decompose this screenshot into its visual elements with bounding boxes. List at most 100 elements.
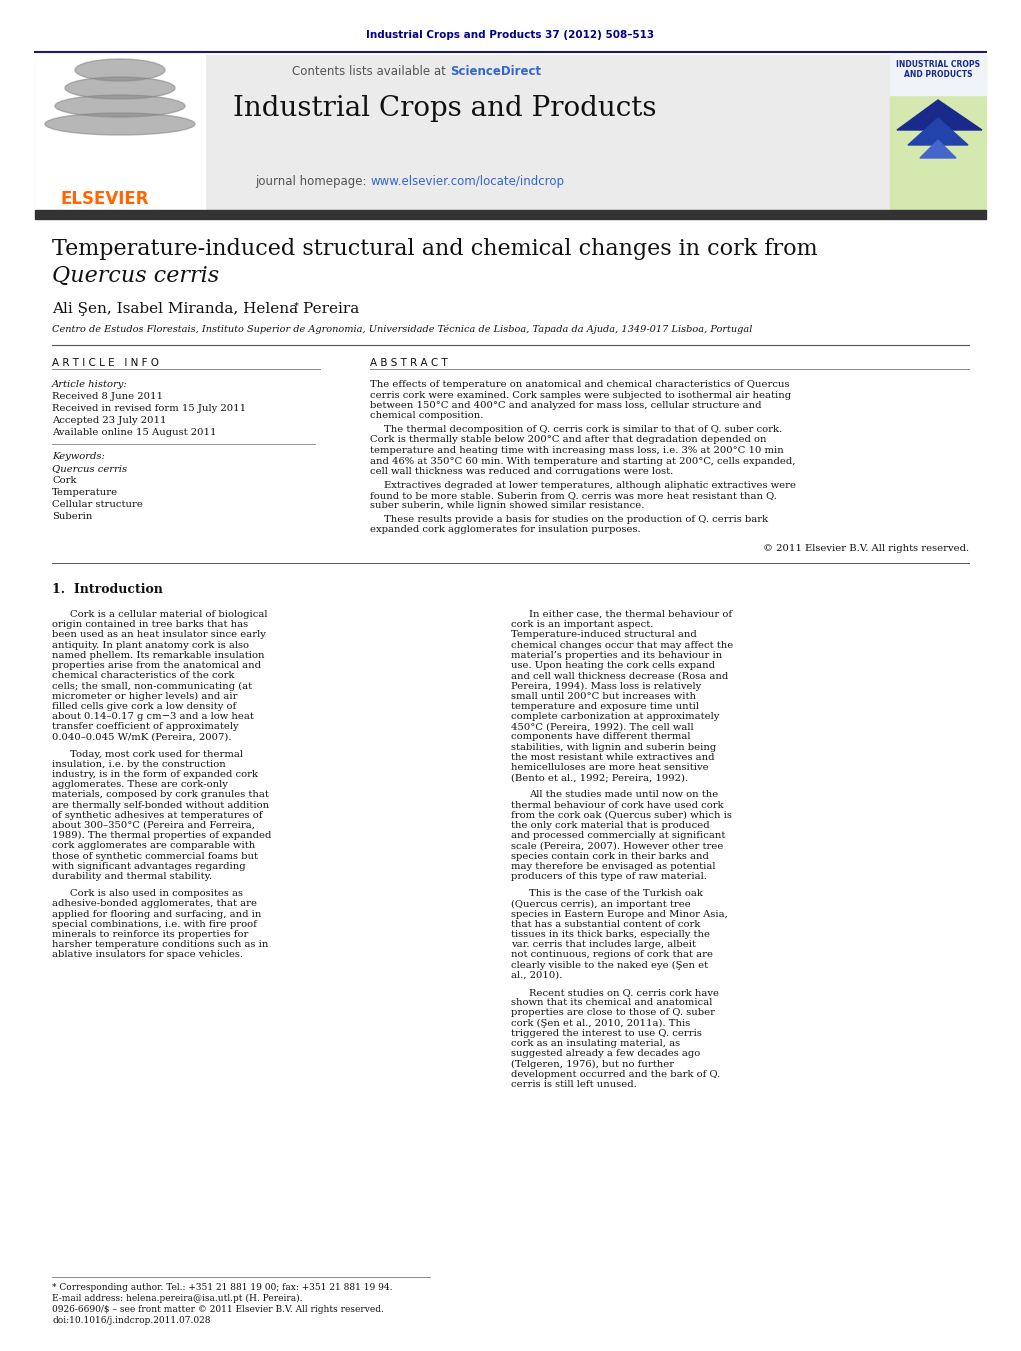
Text: Contents lists available at: Contents lists available at xyxy=(292,65,450,78)
Text: The thermal decomposition of Q. cerris cork is similar to that of Q. suber cork.: The thermal decomposition of Q. cerris c… xyxy=(384,426,782,434)
Text: Accepted 23 July 2011: Accepted 23 July 2011 xyxy=(52,416,166,426)
Text: micrometer or higher levels) and air: micrometer or higher levels) and air xyxy=(52,692,238,701)
Text: The effects of temperature on anatomical and chemical characteristics of Quercus: The effects of temperature on anatomical… xyxy=(370,380,789,389)
Text: species contain cork in their barks and: species contain cork in their barks and xyxy=(510,851,709,861)
Text: Industrial Crops and Products: Industrial Crops and Products xyxy=(233,95,657,122)
Text: These results provide a basis for studies on the production of Q. cerris bark: These results provide a basis for studie… xyxy=(384,515,768,524)
Polygon shape xyxy=(908,118,968,145)
Text: ELSEVIER: ELSEVIER xyxy=(60,190,148,208)
Text: insulation, i.e. by the construction: insulation, i.e. by the construction xyxy=(52,759,226,769)
Text: Ali Şen, Isabel Miranda, Helena Pereira: Ali Şen, Isabel Miranda, Helena Pereira xyxy=(52,303,359,316)
Text: (Bento et al., 1992; Pereira, 1992).: (Bento et al., 1992; Pereira, 1992). xyxy=(510,773,688,782)
Text: and 46% at 350°C 60 min. With temperature and starting at 200°C, cells expanded,: and 46% at 350°C 60 min. With temperatur… xyxy=(370,457,795,466)
Text: not continuous, regions of cork that are: not continuous, regions of cork that are xyxy=(510,950,713,959)
Text: may therefore be envisaged as potential: may therefore be envisaged as potential xyxy=(510,862,716,871)
Text: Keywords:: Keywords: xyxy=(52,453,105,461)
Text: and processed commercially at significant: and processed commercially at significan… xyxy=(510,831,725,840)
Text: materials, composed by cork granules that: materials, composed by cork granules tha… xyxy=(52,790,269,800)
Ellipse shape xyxy=(45,113,195,135)
Text: components have different thermal: components have different thermal xyxy=(510,732,690,742)
Text: temperature and exposure time until: temperature and exposure time until xyxy=(510,701,699,711)
Text: doi:10.1016/j.indcrop.2011.07.028: doi:10.1016/j.indcrop.2011.07.028 xyxy=(52,1316,210,1325)
Text: Centro de Estudos Florestais, Instituto Superior de Agronomia, Universidade Técn: Centro de Estudos Florestais, Instituto … xyxy=(52,326,752,335)
Text: clearly visible to the naked eye (Şen et: clearly visible to the naked eye (Şen et xyxy=(510,961,709,970)
Text: antiquity. In plant anatomy cork is also: antiquity. In plant anatomy cork is also xyxy=(52,640,249,650)
Ellipse shape xyxy=(55,95,185,118)
Bar xyxy=(890,55,986,95)
Text: Article history:: Article history: xyxy=(52,380,128,389)
Text: durability and thermal stability.: durability and thermal stability. xyxy=(52,871,212,881)
Bar xyxy=(35,55,205,209)
Text: transfer coefficient of approximately: transfer coefficient of approximately xyxy=(52,723,239,731)
Text: of synthetic adhesives at temperatures of: of synthetic adhesives at temperatures o… xyxy=(52,811,262,820)
Text: are thermally self-bonded without addition: are thermally self-bonded without additi… xyxy=(52,801,270,809)
Text: shown that its chemical and anatomical: shown that its chemical and anatomical xyxy=(510,998,713,1008)
Text: Cork is thermally stable below 200°C and after that degradation depended on: Cork is thermally stable below 200°C and… xyxy=(370,435,767,444)
Text: ablative insulators for space vehicles.: ablative insulators for space vehicles. xyxy=(52,950,243,959)
Text: journal homepage:: journal homepage: xyxy=(255,176,370,188)
Text: Suberin: Suberin xyxy=(52,512,92,521)
Text: Temperature-induced structural and: Temperature-induced structural and xyxy=(510,631,696,639)
Text: triggered the interest to use Q. cerris: triggered the interest to use Q. cerris xyxy=(510,1029,701,1038)
Text: properties are close to those of Q. suber: properties are close to those of Q. sube… xyxy=(510,1008,715,1017)
Text: E-mail address: helena.pereira@isa.utl.pt (H. Pereira).: E-mail address: helena.pereira@isa.utl.p… xyxy=(52,1294,302,1304)
Text: Extractives degraded at lower temperatures, although aliphatic extractives were: Extractives degraded at lower temperatur… xyxy=(384,481,796,489)
Text: cork is an important aspect.: cork is an important aspect. xyxy=(510,620,653,630)
Text: applied for flooring and surfacing, and in: applied for flooring and surfacing, and … xyxy=(52,909,261,919)
Text: about 300–350°C (Pereira and Ferreira,: about 300–350°C (Pereira and Ferreira, xyxy=(52,821,255,830)
Text: scale (Pereira, 2007). However other tree: scale (Pereira, 2007). However other tre… xyxy=(510,842,723,850)
Text: www.elsevier.com/locate/indcrop: www.elsevier.com/locate/indcrop xyxy=(370,176,564,188)
Text: between 150°C and 400°C and analyzed for mass loss, cellular structure and: between 150°C and 400°C and analyzed for… xyxy=(370,401,762,409)
Ellipse shape xyxy=(65,77,175,99)
Text: 0.040–0.045 W/mK (Pereira, 2007).: 0.040–0.045 W/mK (Pereira, 2007). xyxy=(52,732,232,742)
Text: tissues in its thick barks, especially the: tissues in its thick barks, especially t… xyxy=(510,929,710,939)
Text: A R T I C L E   I N F O: A R T I C L E I N F O xyxy=(52,358,159,367)
Text: properties arise from the anatomical and: properties arise from the anatomical and xyxy=(52,661,261,670)
Text: Available online 15 August 2011: Available online 15 August 2011 xyxy=(52,428,216,436)
Text: chemical changes occur that may affect the: chemical changes occur that may affect t… xyxy=(510,640,733,650)
Text: from the cork oak (Quercus suber) which is: from the cork oak (Quercus suber) which … xyxy=(510,811,732,820)
Text: cerris is still left unused.: cerris is still left unused. xyxy=(510,1079,637,1089)
Text: thermal behaviour of cork have used cork: thermal behaviour of cork have used cork xyxy=(510,801,724,809)
Text: Received in revised form 15 July 2011: Received in revised form 15 July 2011 xyxy=(52,404,246,413)
Text: origin contained in tree barks that has: origin contained in tree barks that has xyxy=(52,620,248,630)
Text: cells; the small, non-communicating (at: cells; the small, non-communicating (at xyxy=(52,681,252,690)
Text: Quercus cerris: Quercus cerris xyxy=(52,463,128,473)
Text: ScienceDirect: ScienceDirect xyxy=(450,65,541,78)
Text: harsher temperature conditions such as in: harsher temperature conditions such as i… xyxy=(52,940,269,950)
Text: temperature and heating time with increasing mass loss, i.e. 3% at 200°C 10 min: temperature and heating time with increa… xyxy=(370,446,784,455)
Text: Pereira, 1994). Mass loss is relatively: Pereira, 1994). Mass loss is relatively xyxy=(510,681,701,690)
Text: been used as an heat insulator since early: been used as an heat insulator since ear… xyxy=(52,631,265,639)
Bar xyxy=(35,55,890,209)
Text: Temperature: Temperature xyxy=(52,488,118,497)
Text: small until 200°C but increases with: small until 200°C but increases with xyxy=(510,692,696,701)
Text: Recent studies on Q. cerris cork have: Recent studies on Q. cerris cork have xyxy=(529,988,719,997)
Text: 450°C (Pereira, 1992). The cell wall: 450°C (Pereira, 1992). The cell wall xyxy=(510,723,693,731)
Text: var. cerris that includes large, albeit: var. cerris that includes large, albeit xyxy=(510,940,696,950)
Polygon shape xyxy=(920,141,956,158)
Bar xyxy=(35,209,986,219)
Text: hemicelluloses are more heat sensitive: hemicelluloses are more heat sensitive xyxy=(510,763,709,771)
Text: about 0.14–0.17 g cm−3 and a low heat: about 0.14–0.17 g cm−3 and a low heat xyxy=(52,712,254,721)
Text: (Telgeren, 1976), but no further: (Telgeren, 1976), but no further xyxy=(510,1059,674,1069)
Text: named phellem. Its remarkable insulation: named phellem. Its remarkable insulation xyxy=(52,651,264,659)
Text: minerals to reinforce its properties for: minerals to reinforce its properties for xyxy=(52,929,248,939)
Text: © 2011 Elsevier B.V. All rights reserved.: © 2011 Elsevier B.V. All rights reserved… xyxy=(763,544,969,553)
Text: stabilities, with lignin and suberin being: stabilities, with lignin and suberin bei… xyxy=(510,743,717,751)
Text: 1.  Introduction: 1. Introduction xyxy=(52,584,163,596)
Text: chemical characteristics of the cork: chemical characteristics of the cork xyxy=(52,671,235,680)
Text: use. Upon heating the cork cells expand: use. Upon heating the cork cells expand xyxy=(510,661,715,670)
Text: All the studies made until now on the: All the studies made until now on the xyxy=(529,790,718,800)
Text: those of synthetic commercial foams but: those of synthetic commercial foams but xyxy=(52,851,258,861)
Polygon shape xyxy=(897,100,982,130)
Text: chemical composition.: chemical composition. xyxy=(370,412,483,420)
Text: In either case, the thermal behaviour of: In either case, the thermal behaviour of xyxy=(529,611,732,619)
Text: and cell wall thickness decrease (Rosa and: and cell wall thickness decrease (Rosa a… xyxy=(510,671,728,680)
Text: *: * xyxy=(294,303,299,311)
Text: Received 8 June 2011: Received 8 June 2011 xyxy=(52,392,163,401)
Text: with significant advantages regarding: with significant advantages regarding xyxy=(52,862,246,871)
Text: agglomerates. These are cork-only: agglomerates. These are cork-only xyxy=(52,780,228,789)
Text: that has a substantial content of cork: that has a substantial content of cork xyxy=(510,920,700,928)
Text: cork agglomerates are comparable with: cork agglomerates are comparable with xyxy=(52,842,255,850)
Text: 1989). The thermal properties of expanded: 1989). The thermal properties of expande… xyxy=(52,831,272,840)
